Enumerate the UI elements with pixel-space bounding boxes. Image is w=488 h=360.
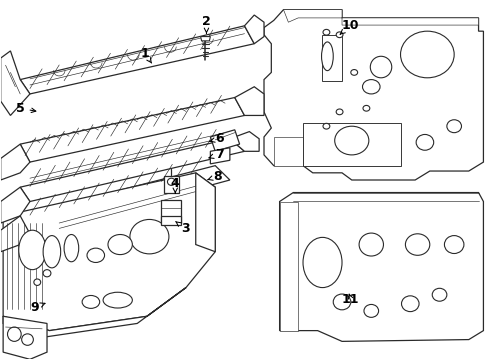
Polygon shape <box>20 139 244 202</box>
Ellipse shape <box>446 120 461 133</box>
Polygon shape <box>234 87 264 116</box>
Polygon shape <box>195 173 215 252</box>
Ellipse shape <box>108 234 132 255</box>
Polygon shape <box>283 10 478 25</box>
Ellipse shape <box>362 105 369 111</box>
Text: 4: 4 <box>170 177 179 193</box>
Ellipse shape <box>323 30 329 35</box>
Polygon shape <box>210 130 239 151</box>
Polygon shape <box>160 200 181 223</box>
Ellipse shape <box>43 270 51 277</box>
Ellipse shape <box>82 296 100 309</box>
Ellipse shape <box>358 233 383 256</box>
Ellipse shape <box>332 294 350 310</box>
Ellipse shape <box>335 32 342 38</box>
Polygon shape <box>20 166 229 234</box>
Ellipse shape <box>167 178 175 185</box>
Ellipse shape <box>303 237 341 288</box>
Text: 1: 1 <box>141 47 151 63</box>
Polygon shape <box>160 216 181 225</box>
Ellipse shape <box>401 296 418 312</box>
Polygon shape <box>0 216 30 252</box>
Ellipse shape <box>431 288 446 301</box>
Polygon shape <box>163 176 178 193</box>
Polygon shape <box>229 132 259 151</box>
Ellipse shape <box>334 126 368 155</box>
Text: 10: 10 <box>339 19 359 35</box>
Text: 2: 2 <box>202 15 210 33</box>
Polygon shape <box>3 173 215 330</box>
Text: 11: 11 <box>341 293 359 306</box>
Ellipse shape <box>64 234 79 262</box>
Polygon shape <box>3 316 47 359</box>
Polygon shape <box>20 98 244 162</box>
Text: 6: 6 <box>209 132 223 145</box>
Polygon shape <box>200 37 210 41</box>
Polygon shape <box>264 10 483 180</box>
Ellipse shape <box>103 292 132 308</box>
Ellipse shape <box>362 80 379 94</box>
Polygon shape <box>303 123 400 166</box>
Ellipse shape <box>415 134 433 150</box>
Polygon shape <box>279 202 298 330</box>
Ellipse shape <box>405 234 429 255</box>
Ellipse shape <box>321 42 332 71</box>
Ellipse shape <box>350 69 357 75</box>
Polygon shape <box>210 148 229 164</box>
Polygon shape <box>321 35 341 81</box>
Polygon shape <box>3 288 185 338</box>
Polygon shape <box>279 193 483 341</box>
Ellipse shape <box>323 123 329 129</box>
Ellipse shape <box>444 235 463 253</box>
Ellipse shape <box>43 235 61 268</box>
Polygon shape <box>244 15 264 44</box>
Text: 7: 7 <box>208 148 223 161</box>
Ellipse shape <box>335 139 342 145</box>
Ellipse shape <box>21 334 33 345</box>
Ellipse shape <box>369 56 391 78</box>
Polygon shape <box>20 26 254 94</box>
Text: 5: 5 <box>16 102 36 115</box>
Ellipse shape <box>130 220 168 254</box>
Ellipse shape <box>87 248 104 262</box>
Ellipse shape <box>34 279 41 285</box>
Polygon shape <box>0 187 30 223</box>
Text: 3: 3 <box>175 221 189 235</box>
Text: 9: 9 <box>30 301 45 314</box>
Text: 8: 8 <box>207 170 222 183</box>
Ellipse shape <box>363 305 378 318</box>
Polygon shape <box>0 51 30 116</box>
Ellipse shape <box>7 327 21 341</box>
Ellipse shape <box>19 230 46 270</box>
Ellipse shape <box>335 109 342 115</box>
Ellipse shape <box>400 31 453 78</box>
Polygon shape <box>273 137 303 166</box>
Polygon shape <box>0 144 30 180</box>
